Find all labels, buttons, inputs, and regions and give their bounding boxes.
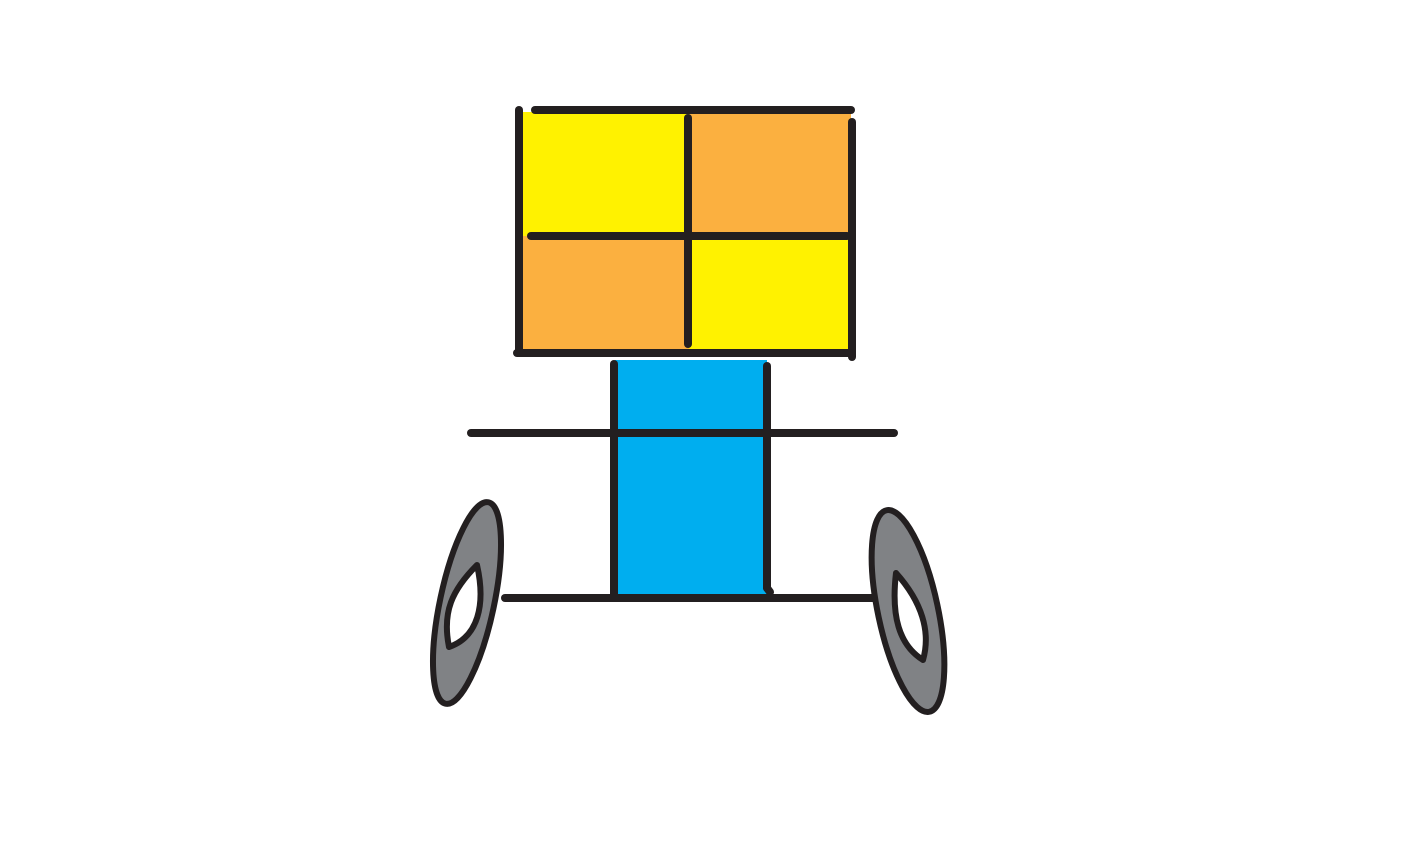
box-cell-top-left <box>520 112 689 236</box>
wheel-icon <box>868 507 948 715</box>
cart-box <box>520 112 851 353</box>
box-cell-bottom-left <box>520 236 689 353</box>
post-bottom-tick <box>763 584 774 596</box>
box-cell-bottom-right <box>689 236 851 353</box>
outline-strokes <box>467 106 898 602</box>
right-wheel-hole <box>891 570 929 663</box>
left-wheel-hole <box>443 562 484 650</box>
cart-post <box>615 360 767 594</box>
box-cell-top-right <box>689 112 851 236</box>
wheel-icon <box>429 499 505 707</box>
